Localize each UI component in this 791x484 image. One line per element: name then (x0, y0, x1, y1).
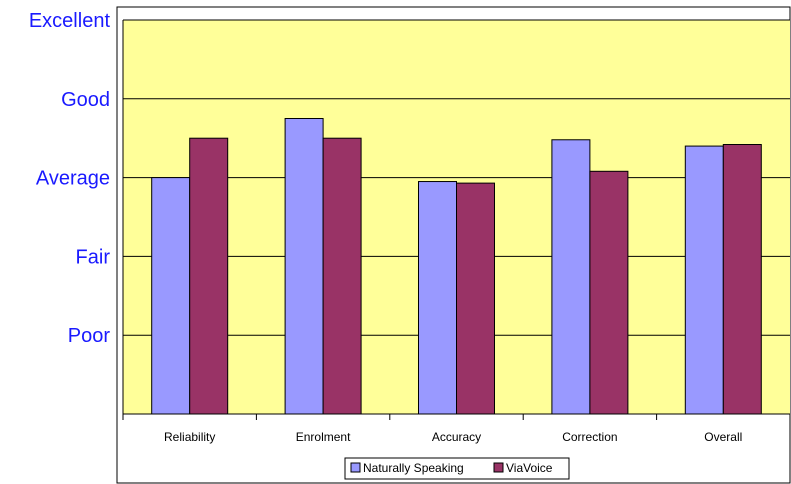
x-tick-label-enrolment: Enrolment (296, 430, 351, 444)
x-axis-labels: Reliability Enrolment Accuracy Correction Ov… (164, 430, 742, 444)
bar-naturally-speaking-reliability (151, 177, 191, 415)
legend-swatch-naturally-speaking (350, 462, 361, 473)
legend-box (344, 457, 570, 480)
axes (122, 20, 791, 420)
bar-viavoice-correction (589, 170, 629, 415)
x-tick-label-reliability: Reliability (164, 430, 215, 444)
bar-viavoice-accuracy (456, 182, 495, 415)
bar-naturally-speaking-enrolment (284, 118, 324, 415)
bar-naturally-speaking-overall (684, 145, 724, 415)
y-tick-label-excellent: Excellent (29, 10, 111, 32)
y-tick-label-good: Good (61, 89, 110, 111)
y-tick-label-average: Average (36, 168, 110, 190)
legend-swatch-viavoice (493, 462, 504, 473)
bar-naturally-speaking-accuracy (418, 181, 457, 415)
bars (151, 118, 762, 415)
y-tick-label-fair: Fair (76, 246, 111, 268)
bar-viavoice-enrolment (322, 137, 362, 415)
bar-naturally-speaking-correction (551, 139, 591, 415)
bar-viavoice-reliability (189, 137, 229, 415)
x-tick-label-accuracy: Accuracy (432, 430, 481, 444)
bar-viavoice-overall (722, 144, 762, 415)
x-tick-label-correction: Correction (562, 430, 617, 444)
legend-label-naturally-speaking: Naturally Speaking (363, 461, 464, 475)
legend: Naturally Speaking ViaVoice (344, 457, 570, 480)
legend-label-viavoice: ViaVoice (506, 461, 553, 475)
x-tick-label-overall: Overall (704, 430, 742, 444)
y-axis-labels: Poor Fair Average Good Excellent (29, 10, 111, 347)
y-tick-label-poor: Poor (68, 325, 111, 347)
